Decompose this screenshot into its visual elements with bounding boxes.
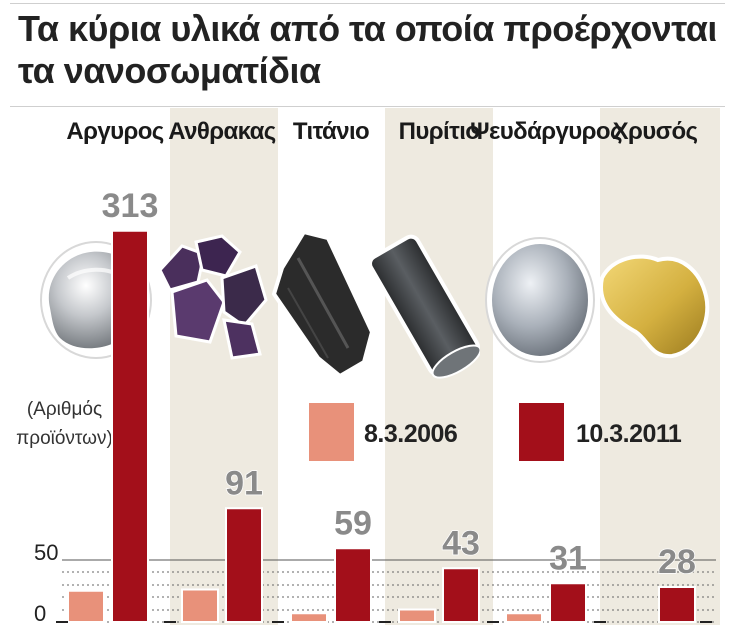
bar-2011-3 bbox=[334, 547, 372, 623]
bar-2006-4 bbox=[398, 608, 436, 623]
category-label-carbon: Ανθρακας bbox=[168, 118, 276, 145]
bar-2011-5 bbox=[549, 582, 587, 623]
silicon-rod-icon bbox=[370, 234, 480, 379]
bar-2006-2 bbox=[181, 588, 219, 623]
y-tick-label-0: 0 bbox=[34, 601, 47, 626]
chart-title: Τα κύρια υλικά από τα οποία προέρχονται … bbox=[18, 8, 718, 92]
category-label-silicon: Πυρίτιο bbox=[398, 118, 480, 145]
column-band-chrysos bbox=[600, 108, 720, 625]
value-label-5: 31 bbox=[549, 539, 587, 577]
top-rule bbox=[10, 3, 725, 4]
title-divider bbox=[10, 106, 725, 107]
legend-swatch-2011 bbox=[519, 403, 564, 461]
zinc-ball-icon bbox=[485, 237, 595, 363]
legend-label-2011: 10.3.2011 bbox=[576, 420, 682, 448]
category-label-gold: Χρυσός bbox=[612, 118, 698, 145]
value-label-6: 28 bbox=[658, 543, 696, 581]
bar-2006-5 bbox=[505, 612, 543, 623]
coal-pieces-icon bbox=[158, 234, 268, 360]
bar-2011-2 bbox=[225, 507, 263, 623]
bar-2006-1 bbox=[67, 589, 105, 623]
title-line-2: τα νανοσωματίδια bbox=[18, 50, 321, 91]
y-axis-label-line-1: (Αριθμός bbox=[26, 399, 103, 420]
bar-2006-3 bbox=[290, 612, 328, 623]
value-label-1: 313 bbox=[102, 187, 159, 225]
y-axis-label: (Αριθμός προϊόντων) bbox=[12, 395, 117, 453]
bar-2011-4 bbox=[442, 567, 480, 623]
gold-nugget-icon bbox=[599, 254, 710, 359]
category-label-silver: Αργυρος bbox=[66, 118, 164, 145]
bar-2011-1 bbox=[111, 229, 149, 623]
y-tick-label-50: 50 bbox=[34, 540, 59, 565]
titanium-chunk-icon bbox=[271, 229, 375, 379]
value-label-2: 91 bbox=[225, 464, 263, 502]
legend-swatch-2006 bbox=[309, 403, 354, 461]
value-label-3: 59 bbox=[334, 504, 372, 542]
title-line-1: Τα κύρια υλικά από τα οποία προέρχονται bbox=[18, 8, 717, 49]
value-label-4: 43 bbox=[442, 524, 480, 562]
legend-label-2006: 8.3.2006 bbox=[364, 420, 458, 448]
category-label-zinc: Ψευδάργυρος bbox=[470, 118, 622, 145]
bar-2011-6 bbox=[658, 586, 696, 623]
category-label-titanium: Τιτάνιο bbox=[292, 118, 370, 145]
y-axis-label-line-2: προϊόντων) bbox=[16, 428, 113, 449]
